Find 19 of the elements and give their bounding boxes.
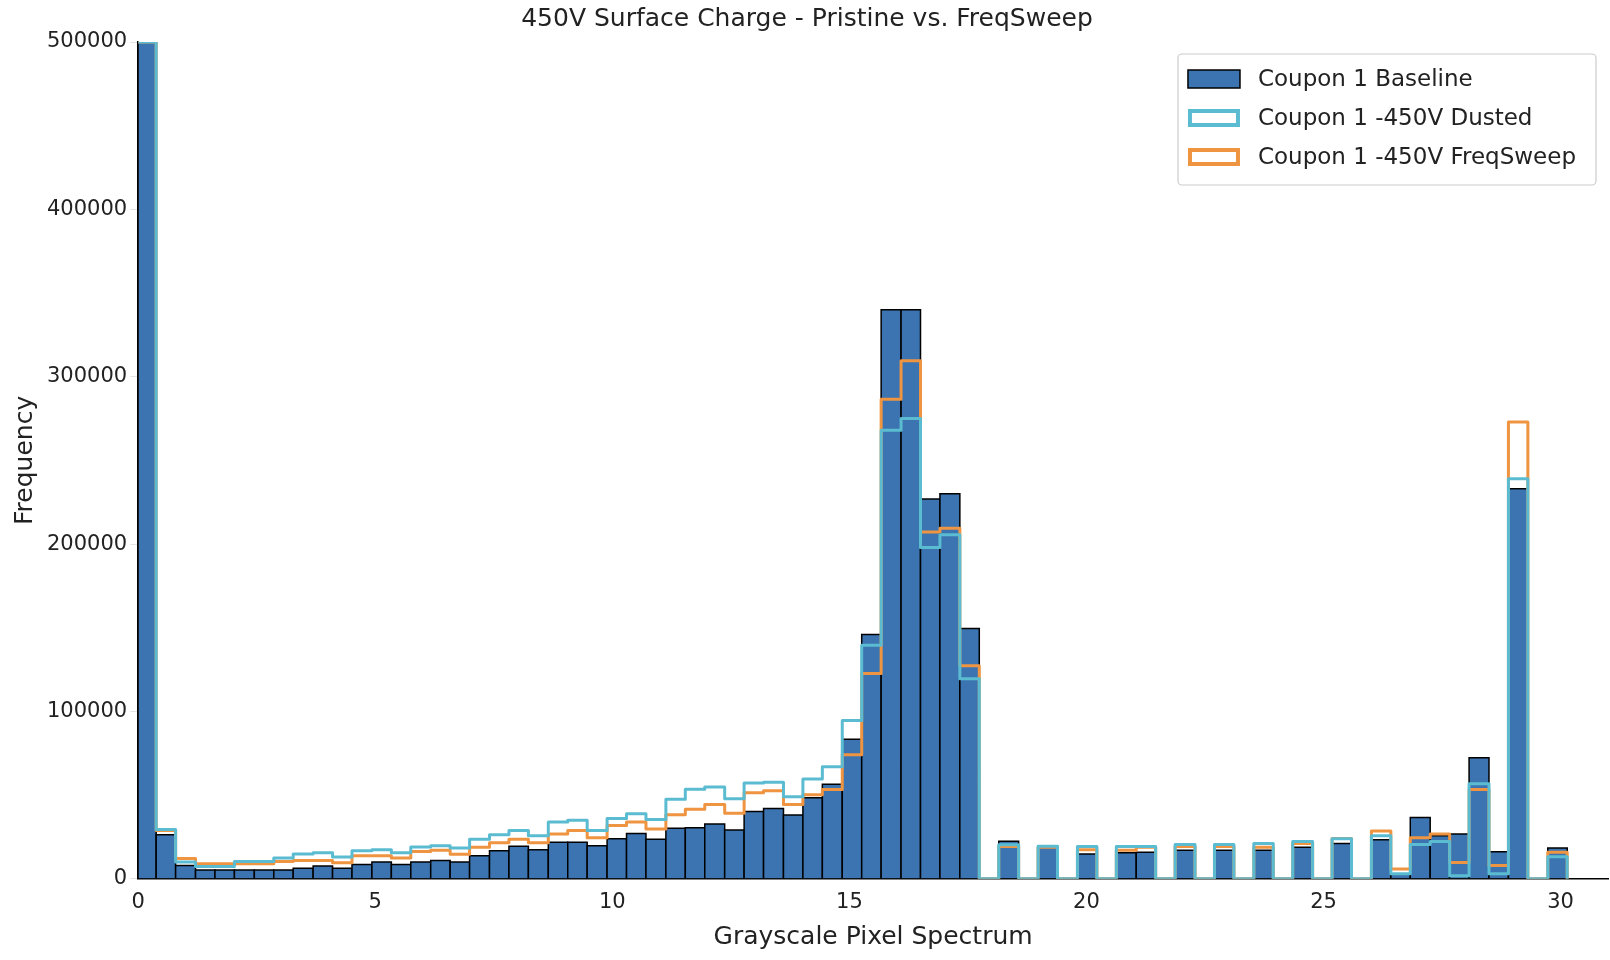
x-tick-label: 20: [1073, 888, 1100, 913]
y-tick-label: 100000: [46, 697, 128, 722]
legend-label: Coupon 1 -450V Dusted: [1257, 103, 1533, 130]
x-tick-label: 0: [131, 888, 145, 913]
x-tick-label: 30: [1547, 888, 1574, 913]
y-tick-label: 500000: [46, 28, 128, 53]
x-tick-label: 5: [368, 888, 382, 913]
y-axis-title: Frequency: [8, 395, 38, 525]
x-tick-label: 10: [598, 888, 626, 913]
legend-label: Coupon 1 Baseline: [1257, 64, 1473, 91]
legend-label: Coupon 1 -450V FreqSweep: [1257, 142, 1577, 169]
x-axis-title: Grayscale Pixel Spectrum: [713, 920, 1033, 950]
x-tick-label: 15: [836, 888, 863, 913]
chart-title: 450V Surface Charge - Pristine vs. FreqSweep: [521, 2, 1093, 32]
y-tick-label: 300000: [46, 363, 128, 388]
y-tick-label: 400000: [46, 195, 128, 220]
x-tick-label: 25: [1310, 888, 1337, 913]
y-tick-label: 0: [113, 865, 128, 890]
y-tick-label: 200000: [46, 530, 128, 555]
